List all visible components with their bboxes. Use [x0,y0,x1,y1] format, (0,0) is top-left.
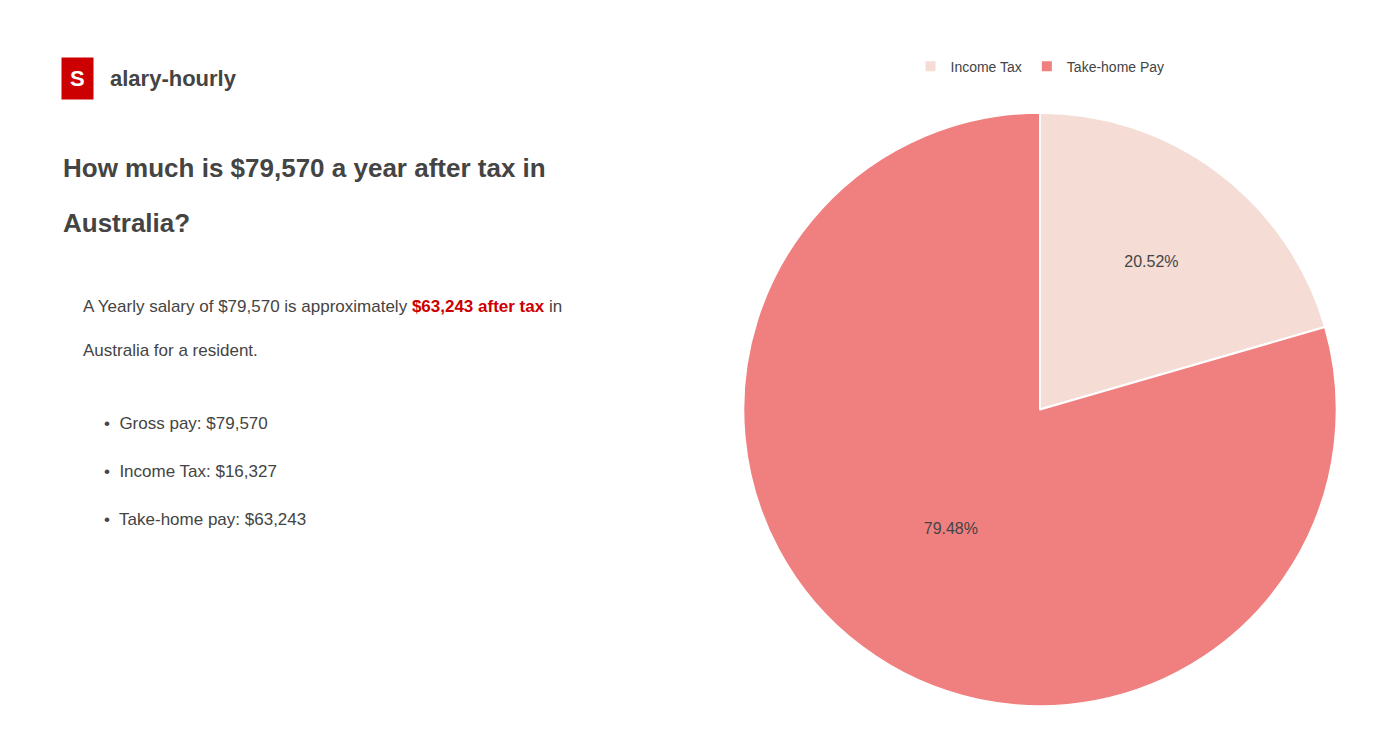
svg-text:Australia?: Australia? [63,208,190,238]
svg-text:• Income Tax: $16,327: • Income Tax: $16,327 [104,462,277,481]
svg-text:20.52%: 20.52% [1124,253,1178,270]
svg-text:Income Tax: Income Tax [951,59,1022,75]
svg-text:S: S [70,66,85,91]
svg-text:A Yearly salary of $79,570 is: A Yearly salary of $79,570 is approximat… [83,297,562,316]
svg-text:• Take-home pay: $63,243: • Take-home pay: $63,243 [104,510,306,529]
svg-text:Take-home Pay: Take-home Pay [1067,59,1164,75]
svg-text:• Gross pay: $79,570: • Gross pay: $79,570 [104,414,268,433]
svg-text:alary-hourly: alary-hourly [110,66,237,91]
svg-text:79.48%: 79.48% [924,520,978,537]
svg-text:Australia for a resident.: Australia for a resident. [83,341,258,360]
svg-text:How much is $79,570 a year aft: How much is $79,570 a year after tax in [63,153,546,183]
